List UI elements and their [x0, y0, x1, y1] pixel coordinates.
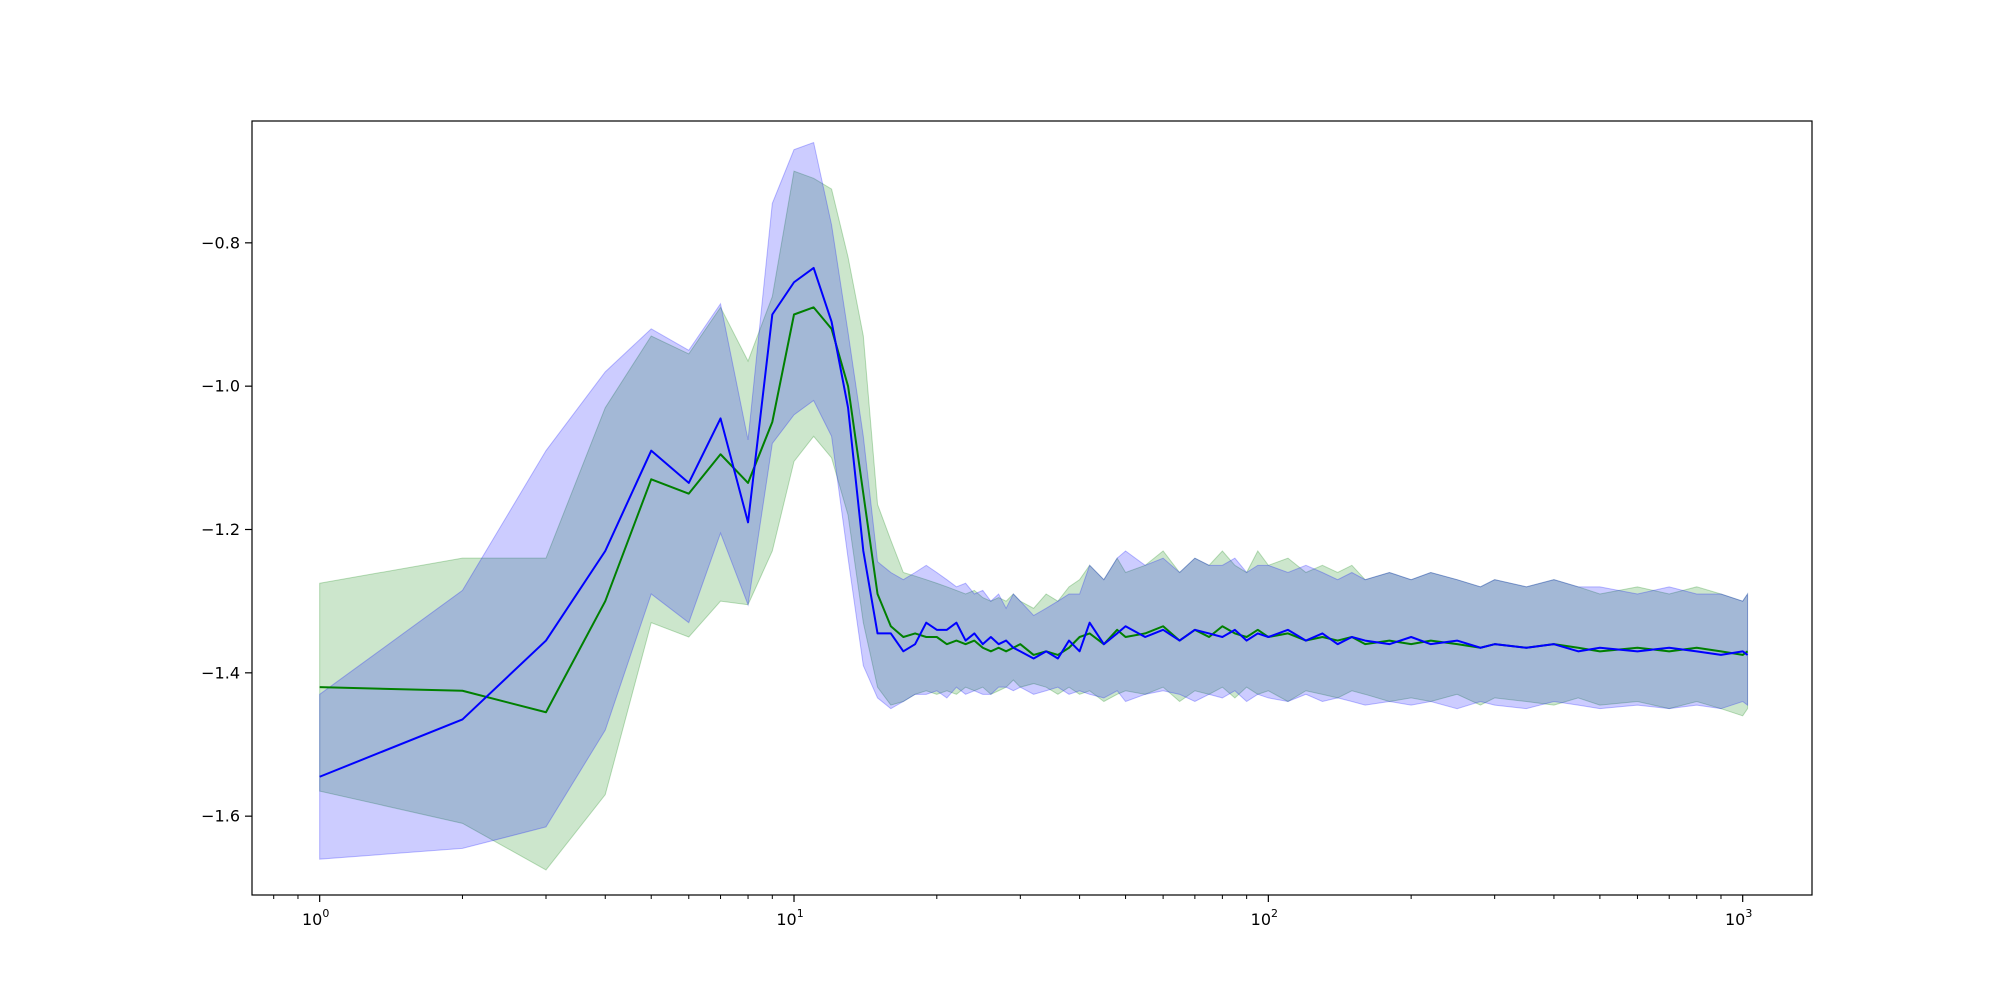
y-tick-label: −0.8: [201, 233, 240, 252]
x-tick-label: 100: [302, 907, 329, 929]
y-tick-label: −1.4: [201, 663, 240, 682]
y-tick-label: −1.0: [201, 377, 240, 396]
y-tick-label: −1.2: [201, 520, 240, 539]
plot-area: [319, 141, 1749, 871]
series-2-band: [319, 141, 1749, 860]
y-tick-label: −1.6: [201, 807, 240, 826]
series-2-line: [319, 266, 1749, 778]
x-tick-label: 103: [1725, 907, 1752, 929]
axes-ticks: 100 101 102 103 −1.6 −1.4 −1.2 −1.0 −0.8: [201, 233, 1752, 929]
series-1-band: [319, 170, 1749, 871]
axes-frame: [251, 120, 1813, 896]
x-tick-label: 101: [776, 907, 803, 929]
series-1-line: [319, 306, 1749, 714]
x-tick-label: 102: [1251, 907, 1278, 929]
